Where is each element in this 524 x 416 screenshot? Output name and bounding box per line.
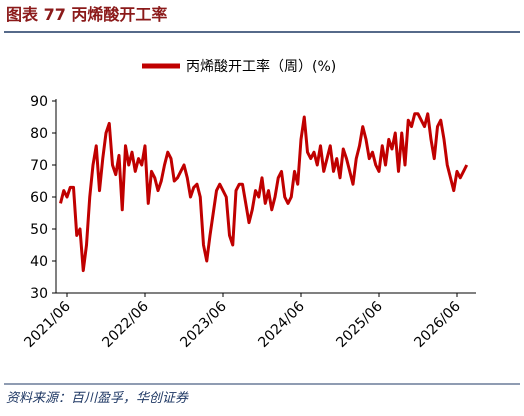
y-tick-label: 40 [30,254,48,270]
x-tick-label: 2024/06 [255,298,308,351]
x-tick-label: 2021/06 [21,298,74,351]
x-tick-label: 2026/06 [411,298,464,351]
y-tick-label: 30 [30,286,48,302]
x-tick-label: 2023/06 [177,298,230,351]
chart-title: 图表 77 丙烯酸开工率 [6,5,167,24]
y-tick-label: 60 [30,190,48,206]
y-tick-label: 70 [30,158,48,174]
source: 资料来源：百川盈孚，华创证券 [6,391,189,406]
data-line [59,112,469,273]
y-tick-label: 50 [30,222,48,238]
y-tick-label: 90 [30,94,48,110]
x-tick-label: 2025/06 [333,298,386,351]
legend-label: 丙烯酸开工率（周）(%) [186,58,336,75]
x-tick-label: 2022/06 [99,298,152,351]
plot: 30 40 50 60 70 80 90 2021/06 2022/06 2023/06 2024/… [21,94,476,351]
y-tick-label: 80 [30,126,48,142]
